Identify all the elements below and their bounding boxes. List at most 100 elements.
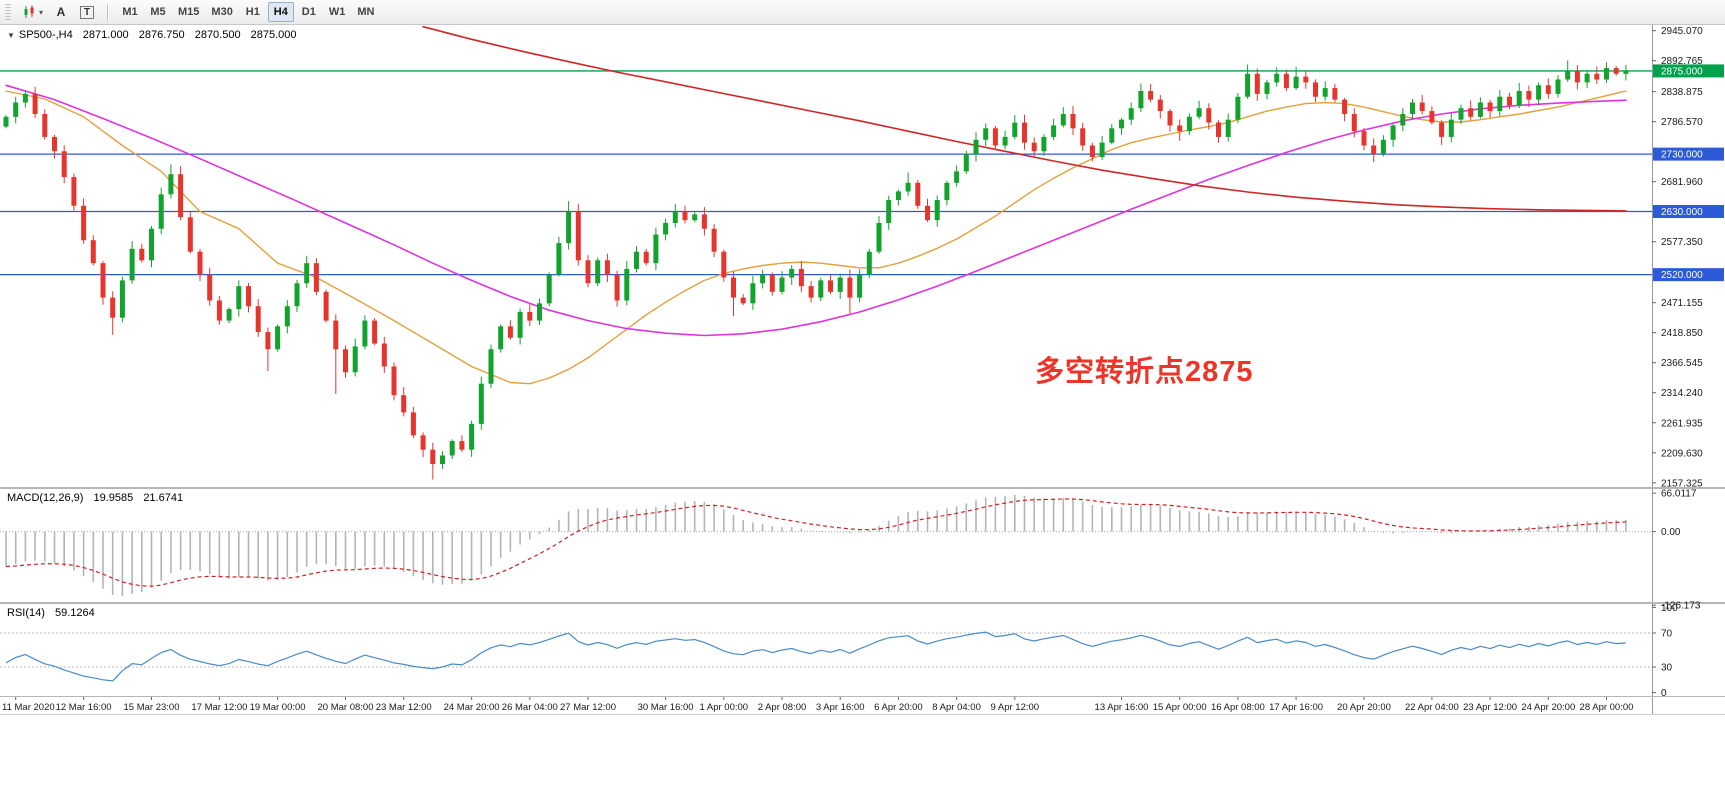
rsi-panel-label: RSI(14) 59.1264	[7, 607, 95, 619]
toolbar-drag-handle[interactable]	[5, 4, 11, 20]
timeframe-button-m15[interactable]: M15	[173, 2, 204, 22]
timeframe-button-h1[interactable]: H1	[240, 2, 266, 22]
rsi-value: 59.1264	[54, 607, 95, 619]
macd-axis-label: -126.173	[1661, 601, 1701, 612]
rsi-axis-label: 0	[1661, 688, 1667, 699]
macd-name: MACD(12,26,9)	[7, 492, 84, 504]
price-axis-label: 2786.570	[1661, 117, 1703, 128]
time-axis-label: 26 Mar 04:00	[502, 702, 558, 713]
price-axis-label: 2838.875	[1661, 87, 1703, 98]
price-axis-label: 2471.155	[1661, 298, 1703, 309]
macd-main-value: 19.9585	[93, 492, 134, 504]
price-level-tag	[1653, 147, 1724, 161]
rsi-line	[5, 631, 1626, 682]
rsi-name: RSI(14)	[7, 607, 45, 619]
price-level-tag-label: 2730.000	[1661, 150, 1703, 161]
time-axis-label: 30 Mar 16:00	[638, 702, 694, 713]
time-axis-label: 3 Apr 16:00	[816, 702, 865, 713]
price-axis-label: 2892.765	[1661, 56, 1703, 67]
price-axis-label: 2209.630	[1661, 448, 1703, 459]
moving-averages	[5, 25, 1627, 385]
price-axis-label: 2261.935	[1661, 418, 1703, 429]
toolbar-separator	[107, 3, 109, 21]
price-level-tag	[1653, 64, 1724, 78]
separator-rsi-axis	[0, 696, 1725, 697]
top-toolbar: ▾ A T M1 M5 M15 M30 H1 H4 D1 W1 MN	[0, 0, 1725, 25]
time-axis-label: 11 Mar 2020	[2, 702, 55, 713]
timeframe-group: M1 M5 M15 M30 H1 H4 D1 W1 MN	[116, 2, 380, 22]
timeframe-button-w1[interactable]: W1	[324, 2, 351, 22]
price-axis-label: 2681.960	[1661, 177, 1703, 188]
time-axis-label: 12 Mar 16:00	[56, 702, 112, 713]
symbol-info-line: ▼ SP500-,H4 2871.000 2876.750 2870.500 28…	[7, 29, 297, 41]
chart-marker-icon: ▼	[7, 31, 15, 40]
ohlc-high: 2876.750	[138, 29, 185, 41]
macd-signal-value: 21.6741	[143, 492, 184, 504]
timeframe-button-d1[interactable]: D1	[296, 2, 322, 22]
price-axis[interactable]: 2945.070 2892.765 2838.875 2786.570 2681.960…	[1652, 26, 1724, 699]
macd-indicator	[0, 494, 1652, 597]
ohlc-close: 2875.000	[250, 29, 297, 41]
time-axis-label: 24 Apr 20:00	[1521, 702, 1575, 713]
time-axis-label: 6 Apr 20:00	[874, 702, 923, 713]
price-level-tag-label: 2630.000	[1661, 207, 1703, 218]
timeframe-button-m30[interactable]: M30	[206, 2, 237, 22]
time-axis-label: 22 Apr 04:00	[1405, 702, 1459, 713]
timeframe-button-h4[interactable]: H4	[267, 2, 294, 22]
time-axis-label: 17 Apr 16:00	[1269, 702, 1323, 713]
price-axis-label: 2314.240	[1661, 388, 1703, 399]
price-level-tag	[1653, 205, 1724, 219]
time-axis-label: 23 Apr 12:00	[1463, 702, 1517, 713]
price-axis-label: 2577.350	[1661, 237, 1703, 248]
symbol-name: SP500-,H4	[18, 29, 73, 41]
time-axis-label: 20 Mar 08:00	[318, 702, 374, 713]
time-axis-label: 2 Apr 08:00	[758, 702, 807, 713]
ma-slow-line	[5, 84, 1627, 337]
price-level-tag-label: 2520.000	[1661, 270, 1703, 281]
rsi-axis-label: 100	[1661, 603, 1678, 614]
macd-panel-label: MACD(12,26,9) 19.9585 21.6741	[7, 492, 183, 504]
macd-axis-label: 66.0117	[1661, 489, 1697, 500]
rsi-axis-label: 30	[1661, 663, 1673, 674]
time-axis[interactable]: 11 Mar 2020 12 Mar 16:00 15 Mar 23:00 17 Ma…	[2, 697, 1633, 713]
text-tool-button[interactable]: A	[49, 2, 73, 23]
ma-long-line	[422, 25, 1627, 212]
time-axis-label: 13 Apr 16:00	[1095, 702, 1149, 713]
text-tool-label: A	[56, 5, 66, 19]
price-level-tag-label: 2875.000	[1661, 66, 1703, 77]
time-axis-label: 19 Mar 00:00	[250, 702, 306, 713]
time-axis-label: 15 Apr 00:00	[1153, 702, 1207, 713]
timeframe-button-mn[interactable]: MN	[352, 2, 379, 22]
price-level-tag	[1653, 268, 1724, 282]
rsi-axis-label: 70	[1661, 628, 1673, 639]
chevron-down-icon: ▾	[39, 7, 44, 17]
ohlc-low: 2870.500	[194, 29, 241, 41]
label-tool-glyph: T	[79, 5, 95, 19]
time-axis-label: 24 Mar 20:00	[444, 702, 500, 713]
time-axis-label: 9 Apr 12:00	[990, 702, 1039, 713]
rsi-indicator	[0, 631, 1652, 682]
price-axis-label: 2945.070	[1661, 26, 1703, 37]
candlestick-series	[3, 60, 1629, 480]
label-tool-button[interactable]: T	[75, 2, 99, 23]
candlestick-chart-icon	[24, 5, 34, 18]
time-axis-label: 27 Mar 12:00	[560, 702, 616, 713]
time-axis-label: 8 Apr 04:00	[932, 702, 981, 713]
price-axis-label: 2366.545	[1661, 358, 1703, 369]
chart-annotation-text[interactable]: 多空转折点2875	[1035, 356, 1254, 388]
time-axis-label: 17 Mar 12:00	[191, 702, 247, 713]
separator-main-macd[interactable]	[0, 487, 1725, 489]
timeframe-button-m5[interactable]: M5	[145, 2, 171, 22]
separator-macd-rsi[interactable]	[0, 602, 1725, 604]
macd-signal-line	[5, 498, 1626, 587]
macd-axis-label: 0.00	[1661, 527, 1681, 538]
timeframe-button-m1[interactable]: M1	[117, 2, 143, 22]
horizontal-line-objects[interactable]	[0, 70, 1652, 276]
price-axis-label: 2418.850	[1661, 328, 1703, 339]
chart-canvas[interactable]: 2945.070 2892.765 2838.875 2786.570 2681.960…	[0, 25, 1725, 789]
chart-type-button[interactable]: ▾	[18, 2, 47, 23]
time-axis-label: 15 Mar 23:00	[124, 702, 180, 713]
time-axis-label: 20 Apr 20:00	[1337, 702, 1391, 713]
time-axis-label: 23 Mar 12:00	[376, 702, 432, 713]
